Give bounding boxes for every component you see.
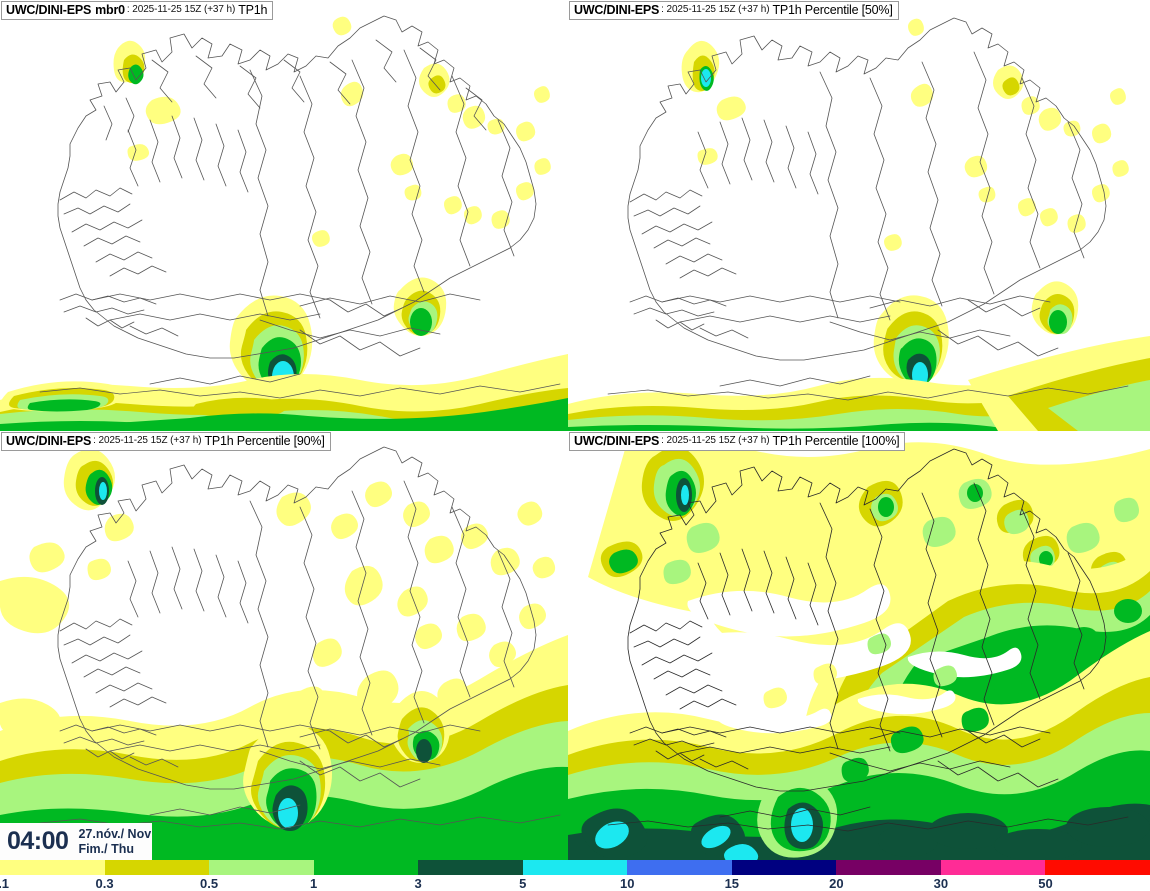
color-scale-tick-label: 1 [310,876,318,891]
panel-run-label: : 2025-11-25 15Z (+37 h) [93,435,202,446]
color-scale-swatch [627,860,732,875]
panel-param-label: TP1h [238,2,268,17]
color-scale-swatch [522,860,628,875]
color-scale-swatch [313,860,419,875]
color-scale-swatch [1045,860,1150,875]
color-scale-tick-label: 30 [933,876,949,891]
color-scale-bar [0,860,1150,875]
forecast-panel-percentile-100[interactable]: UWC/DINI-EPS : 2025-11-25 15Z (+37 h) TP… [568,431,1150,860]
panel-model-label: UWC/DINI-EPS [6,2,92,17]
color-scale-tick-label: 20 [829,876,844,891]
color-scale-ticks: 0.1 0.3 0.5 1 3 5 10 15 20 30 50 [0,875,1150,891]
valid-time-date-line1: 27.nóv./ Nov [78,826,152,841]
panel-title-percentile-50: UWC/DINI-EPS : 2025-11-25 15Z (+37 h) TP… [569,1,899,20]
panel-model-label: UWC/DINI-EPS [6,433,92,448]
color-scale-tick-label: 0.3 [95,876,114,891]
color-scale-tick-label: 0.5 [200,876,219,891]
panel-grid: UWC/DINI-EPS mbr0 : 2025-11-25 15Z (+37 … [0,0,1150,860]
color-scale-swatch [209,860,314,875]
panel-title-percentile-90: UWC/DINI-EPS : 2025-11-25 15Z (+37 h) TP… [1,432,331,451]
panel-title-percentile-100: UWC/DINI-EPS : 2025-11-25 15Z (+37 h) TP… [569,432,906,451]
panel-run-label: : 2025-11-25 15Z (+37 h) [126,4,236,15]
valid-time-clock: 04:00 [7,827,69,855]
panel-param-label: TP1h Percentile [50%] [772,2,893,17]
forecast-panel-percentile-90[interactable]: UWC/DINI-EPS : 2025-11-25 15Z (+37 h) TP… [0,431,568,860]
color-scale-tick-label: 50 [1038,876,1053,891]
color-scale-swatch [731,860,837,875]
color-scale-swatch [418,860,523,875]
color-scale-swatch [104,860,210,875]
panel-model-label: UWC/DINI-EPS [574,2,660,17]
precipitation-map-percentile-90 [0,431,568,860]
forecast-panel-percentile-50[interactable]: UWC/DINI-EPS : 2025-11-25 15Z (+37 h) TP… [568,0,1150,431]
color-scale-tick-label: 3 [414,876,422,891]
panel-run-label: : 2025-11-25 15Z (+37 h) [661,435,770,446]
color-scale-tick-label: 15 [724,876,740,891]
precipitation-map-percentile-50 [568,0,1150,431]
color-scale-swatch [940,860,1046,875]
color-scale-swatch [0,860,105,875]
forecast-panel-member0[interactable]: UWC/DINI-EPS mbr0 : 2025-11-25 15Z (+37 … [0,0,568,431]
panel-param-label: TP1h Percentile [90%] [204,433,325,448]
color-scale-tick-label: 10 [620,876,635,891]
valid-time-date: 27.nóv./ Nov Fim./ Thu [78,827,151,857]
panel-run-label: : 2025-11-25 15Z (+37 h) [661,4,770,15]
panel-model-label: UWC/DINI-EPS [574,433,660,448]
precipitation-color-scale: 0.1 0.3 0.5 1 3 5 10 15 20 30 50 [0,860,1150,891]
color-scale-tick-label: 0.1 [0,876,10,891]
color-scale-tick-label: 5 [519,876,527,891]
panel-member-label: mbr0 [95,2,125,17]
precipitation-map-member0 [0,0,568,431]
color-scale-swatch [836,860,941,875]
valid-time-date-line2: Fim./ Thu [78,841,135,856]
valid-time-box: 04:00 27.nóv./ Nov Fim./ Thu [0,823,152,860]
panel-title-member0: UWC/DINI-EPS mbr0 : 2025-11-25 15Z (+37 … [1,1,274,20]
precipitation-map-percentile-100 [568,431,1150,860]
panel-param-label: TP1h Percentile [100%] [772,433,900,448]
